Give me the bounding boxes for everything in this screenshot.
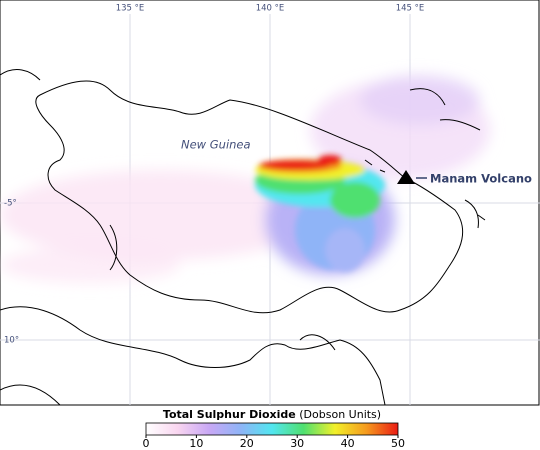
colorbar: Total Sulphur Dioxide (Dobson Units) 0 10… xyxy=(143,408,406,450)
colorbar-tick-label: 0 xyxy=(143,437,150,450)
lon-label: 140 °E xyxy=(256,4,285,14)
lat-label: 10° xyxy=(4,336,19,346)
coastlines xyxy=(0,69,486,406)
colorbar-ramp xyxy=(145,422,399,436)
region-label: New Guinea xyxy=(181,138,251,152)
volcano-marker xyxy=(397,170,415,184)
colorbar-tick-label: 40 xyxy=(341,437,355,450)
colorbar-title-main: Total Sulphur Dioxide xyxy=(163,408,296,421)
lat-label: -5° xyxy=(4,199,17,209)
colorbar-tick-label: 10 xyxy=(189,437,203,450)
volcano-label: Manam Volcano xyxy=(430,172,532,186)
colorbar-tick-label: 30 xyxy=(290,437,304,450)
lon-label: 135 °E xyxy=(116,4,145,14)
colorbar-tick-label: 20 xyxy=(240,437,254,450)
colorbar-title: Total Sulphur Dioxide (Dobson Units) xyxy=(163,408,381,421)
lon-label: 145 °E xyxy=(396,4,425,14)
map-area: Manam Volcano New Guinea 135 °E 140 °E 1… xyxy=(0,0,540,406)
colorbar-units: (Dobson Units) xyxy=(299,408,381,421)
colorbar-tick-label: 50 xyxy=(391,437,405,450)
